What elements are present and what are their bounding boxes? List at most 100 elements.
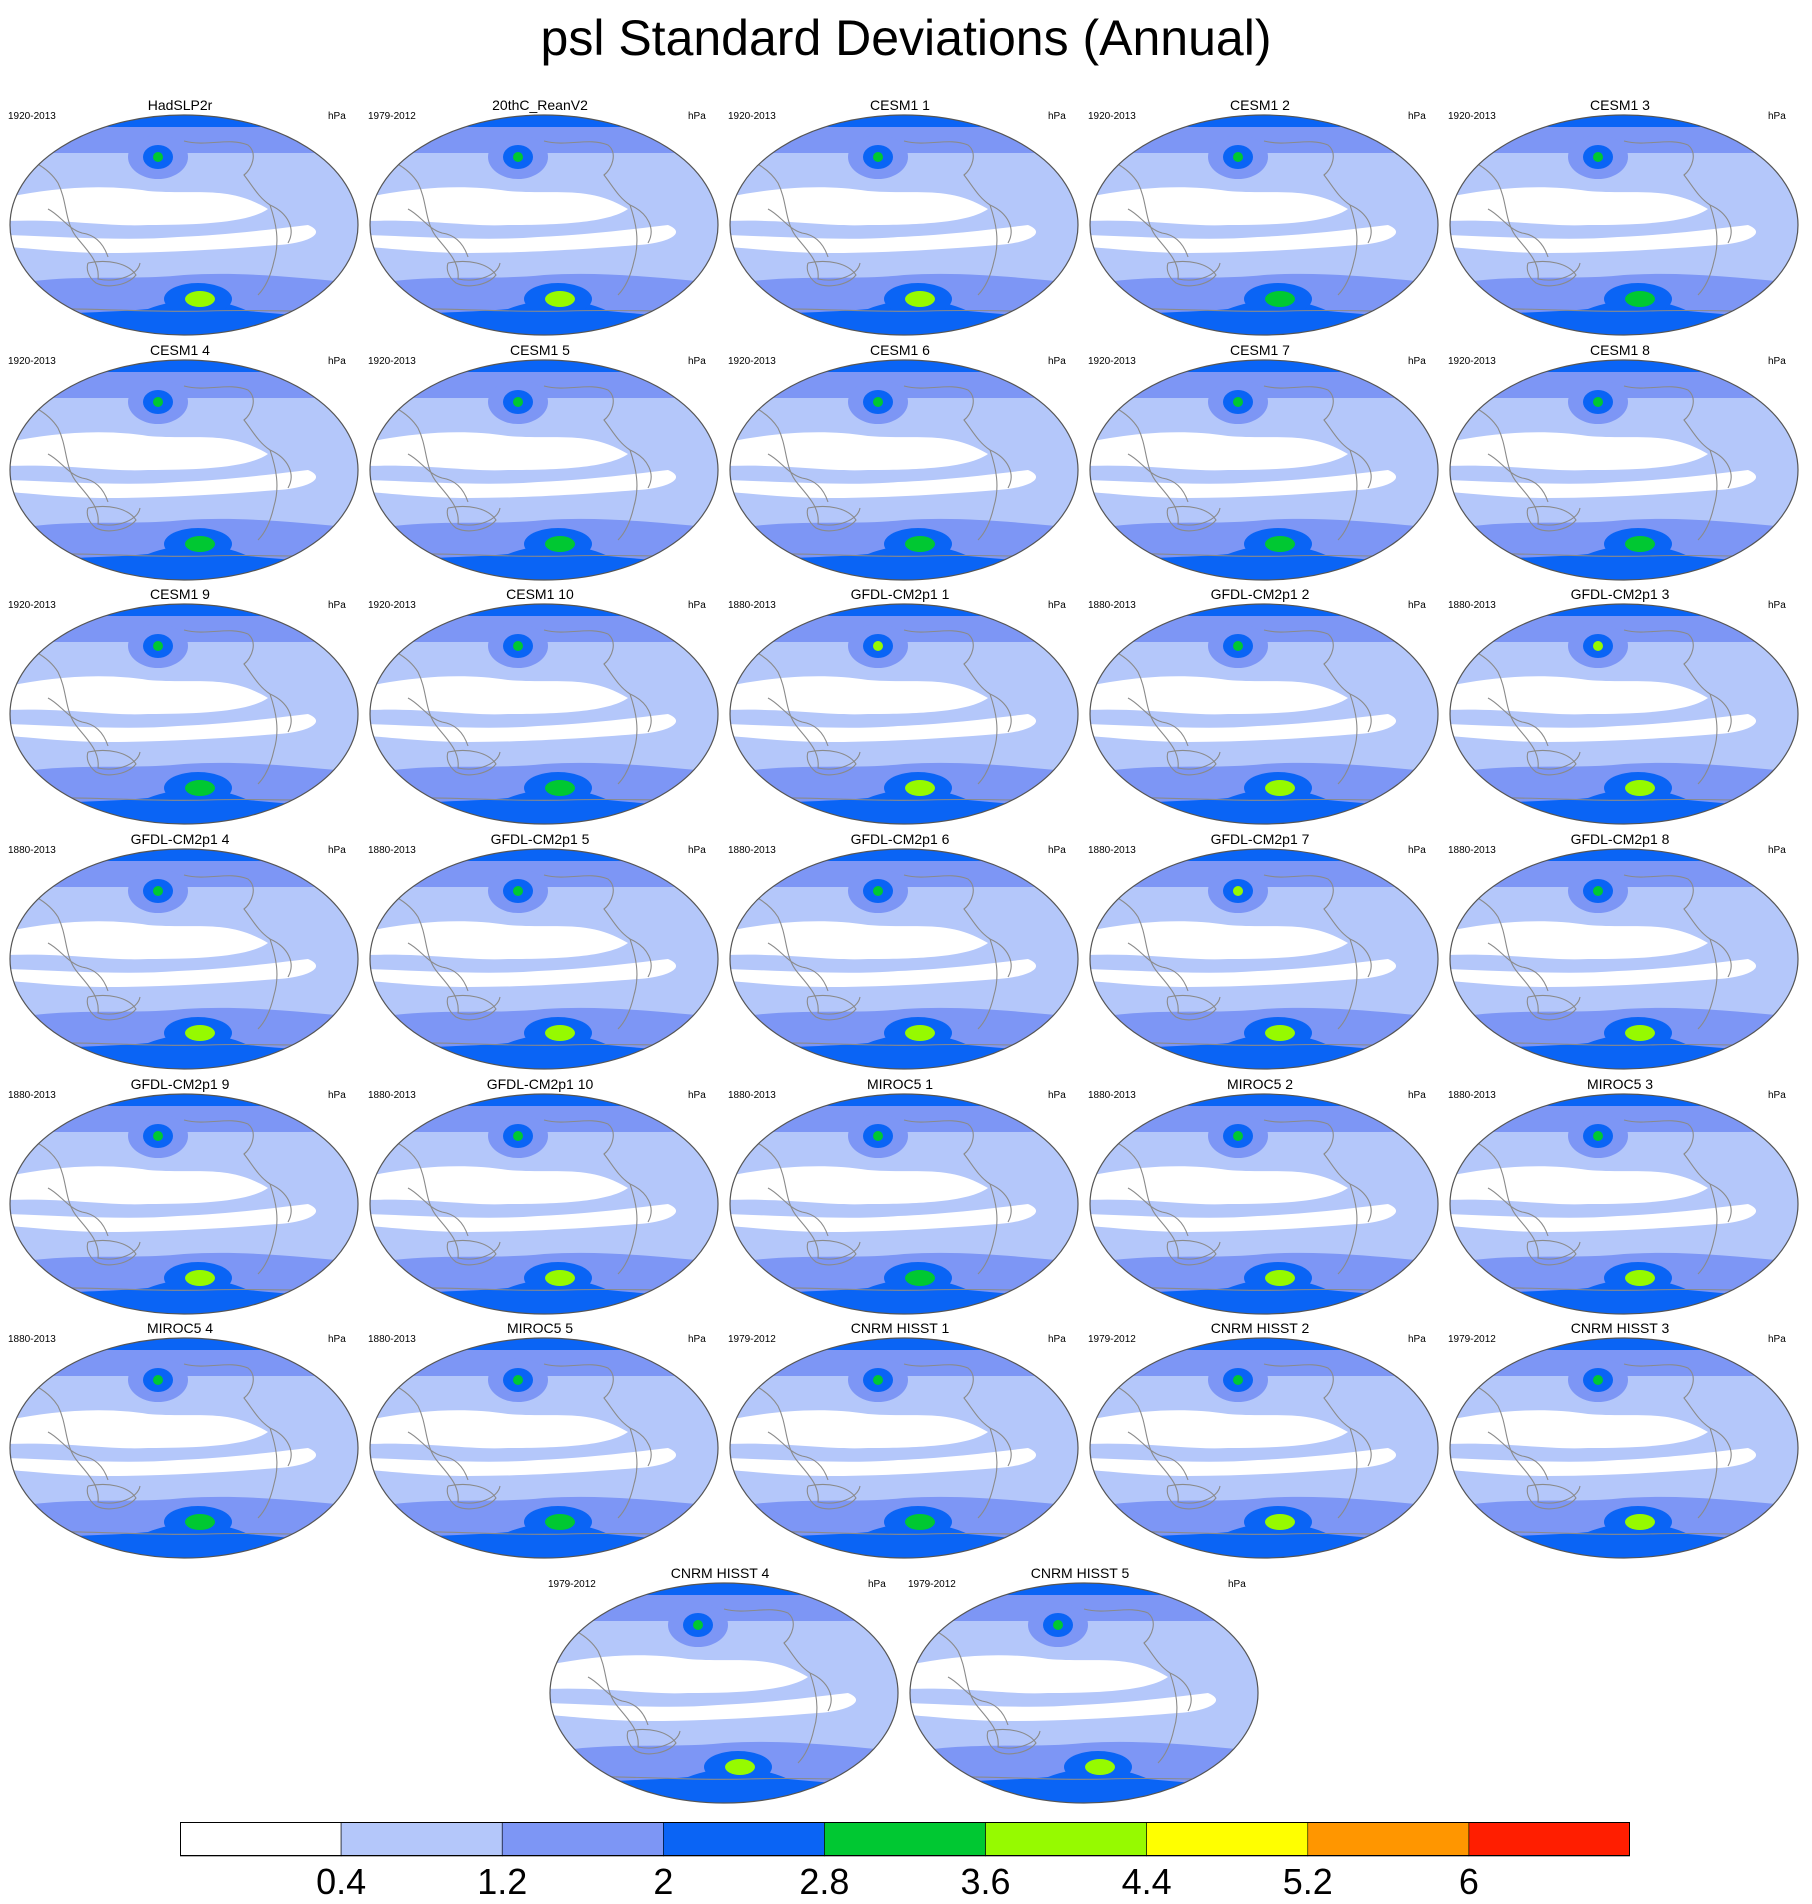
map-panel: GFDL-CM2p1 1 1880-2013 hPa [720,586,1080,826]
panel-period: 1880-2013 [728,845,776,856]
map-panel: CNRM HISST 1 1979-2012 hPa [720,1320,1080,1560]
panel-title: CNRM HISST 1 [850,1320,950,1336]
map-plot [9,848,359,1070]
map-panel: GFDL-CM2p1 6 1880-2013 hPa [720,831,1080,1071]
coastline-5 [1337,693,1358,785]
coastline-5 [977,204,998,296]
field-tropics-north [370,187,628,226]
field-south-max [1265,780,1295,796]
coastline-5 [1337,1183,1358,1275]
field-npac-max [1233,152,1243,162]
panel-unit: hPa [1048,111,1066,122]
coastline-1 [1450,641,1581,770]
coastline-2 [1487,1431,1549,1481]
coastline-1 [1450,152,1581,281]
coastline-5 [257,204,278,296]
field-tropics-north [1090,921,1348,960]
field-tropics-north [910,1655,1168,1694]
field-npac-max [513,397,523,407]
coastline-2 [1127,208,1189,258]
coastline-2 [1127,942,1189,992]
field-south-max [1265,1025,1295,1041]
field-south-max [185,536,215,552]
colorbar-frame [180,1822,1630,1856]
map-outline [1089,114,1439,336]
field-south-max [1085,1759,1115,1775]
coastline-1 [10,1131,141,1260]
map-plot [9,1093,359,1315]
coastline-4 [1623,385,1711,451]
coastline-5 [617,449,638,541]
coastline-5 [257,1183,278,1275]
coastline-2 [47,942,109,992]
map-outline [729,848,1079,1070]
coastline-6 [629,693,652,733]
panel-period: 1880-2013 [1088,1090,1136,1101]
coastline-2 [767,697,829,747]
coastline-1 [10,397,141,526]
coastline-1 [1450,1131,1581,1260]
coastline-3 [1166,1483,1217,1510]
panel-unit: hPa [868,1579,886,1590]
coastline-4 [903,874,991,940]
panel-title: GFDL-CM2p1 9 [130,1076,230,1092]
coastline-4 [1623,1119,1711,1185]
field-tropics-south [1450,1204,1756,1232]
field-npac-max [873,152,883,162]
field-south-max [545,780,575,796]
field-tropics-north [1450,432,1708,471]
field-tropics-south [10,1204,316,1232]
coastline-4 [1263,140,1351,206]
coastline-6 [629,204,652,244]
colorbar-tick-label: 0.4 [316,1861,366,1900]
coastline-6 [1709,1183,1732,1223]
coastline-6 [269,1183,292,1223]
coastline-4 [183,385,271,451]
panel-title: CESM1 2 [1230,97,1290,113]
panel-period: 1979-2012 [1448,1334,1496,1345]
coastline-1 [730,397,861,526]
coastline-2 [1127,453,1189,503]
coastline-5 [257,938,278,1030]
map-plot [729,1093,1079,1315]
colorbar-tick-label: 5.2 [1283,1861,1333,1900]
panel-period: 1920-2013 [1448,111,1496,122]
panel-unit: hPa [688,356,706,367]
field-tropics-south [1090,225,1396,253]
panel-period: 1920-2013 [728,111,776,122]
coastline-4 [903,140,991,206]
coastline-1 [1090,1131,1221,1260]
map-plot [1089,1337,1439,1559]
coastline-6 [989,693,1012,733]
panel-period: 1880-2013 [8,845,56,856]
panel-period: 1920-2013 [1448,356,1496,367]
coastline-2 [1487,1187,1549,1237]
field-tropics-south [730,959,1036,987]
colorbar-tick-label: 2.8 [799,1861,849,1900]
coastline-5 [617,1183,638,1275]
field-tropics-north [10,1410,268,1449]
field-npac-max [1593,152,1603,162]
map-plot [1449,1337,1799,1559]
map-outline [369,603,719,825]
field-south-max [1265,536,1295,552]
panel-period: 1880-2013 [728,1090,776,1101]
panel-title: CESM1 5 [510,342,570,358]
coastline-5 [1157,1672,1178,1764]
coastline-1 [370,1375,501,1504]
panel-unit: hPa [328,1334,346,1345]
panel-unit: hPa [1048,845,1066,856]
map-panel: CESM1 3 1920-2013 hPa [1440,97,1800,337]
field-tropics-south [1090,1204,1396,1232]
map-plot [1449,114,1799,336]
coastline-4 [1623,629,1711,695]
map-plot [9,359,359,581]
panel-period: 1920-2013 [8,111,56,122]
panel-title: HadSLP2r [147,97,213,113]
coastline-4 [1623,874,1711,940]
coastline-4 [543,629,631,695]
panel-title: GFDL-CM2p1 6 [850,831,950,847]
panel-unit: hPa [328,1090,346,1101]
coastline-2 [407,1431,469,1481]
colorbar-swatch [985,1822,1147,1857]
